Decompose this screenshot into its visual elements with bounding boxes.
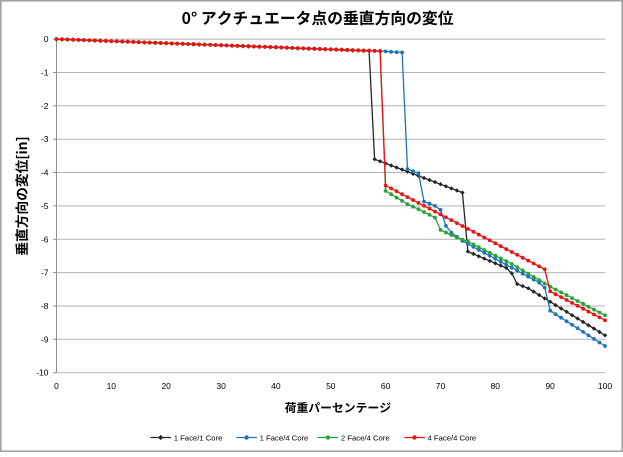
svg-text:-4: -4	[41, 168, 49, 178]
svg-text:1 Face/4 Core: 1 Face/4 Core	[260, 433, 309, 442]
svg-text:20: 20	[161, 381, 171, 391]
svg-text:2 Face/4 Core: 2 Face/4 Core	[341, 433, 390, 442]
svg-text:100: 100	[598, 381, 612, 391]
svg-text:90: 90	[545, 381, 555, 391]
svg-text:30: 30	[216, 381, 226, 391]
svg-text:70: 70	[436, 381, 446, 391]
svg-text:-5: -5	[41, 201, 49, 211]
svg-text:-10: -10	[36, 368, 49, 378]
svg-text:50: 50	[326, 381, 336, 391]
svg-text:-7: -7	[41, 268, 49, 278]
svg-text:0: 0	[44, 34, 49, 44]
svg-text:4 Face/4 Core: 4 Face/4 Core	[428, 433, 477, 442]
svg-text:-9: -9	[41, 334, 49, 344]
svg-text:60: 60	[381, 381, 391, 391]
svg-text:-1: -1	[41, 68, 49, 78]
svg-text:-8: -8	[41, 301, 49, 311]
svg-text:-2: -2	[41, 101, 49, 111]
svg-text:0: 0	[54, 381, 59, 391]
svg-text:-3: -3	[41, 134, 49, 144]
svg-text:1 Face/1 Core: 1 Face/1 Core	[174, 433, 223, 442]
svg-text:-6: -6	[41, 234, 49, 244]
svg-text:40: 40	[271, 381, 281, 391]
svg-text:10: 10	[107, 381, 117, 391]
svg-text:80: 80	[491, 381, 501, 391]
